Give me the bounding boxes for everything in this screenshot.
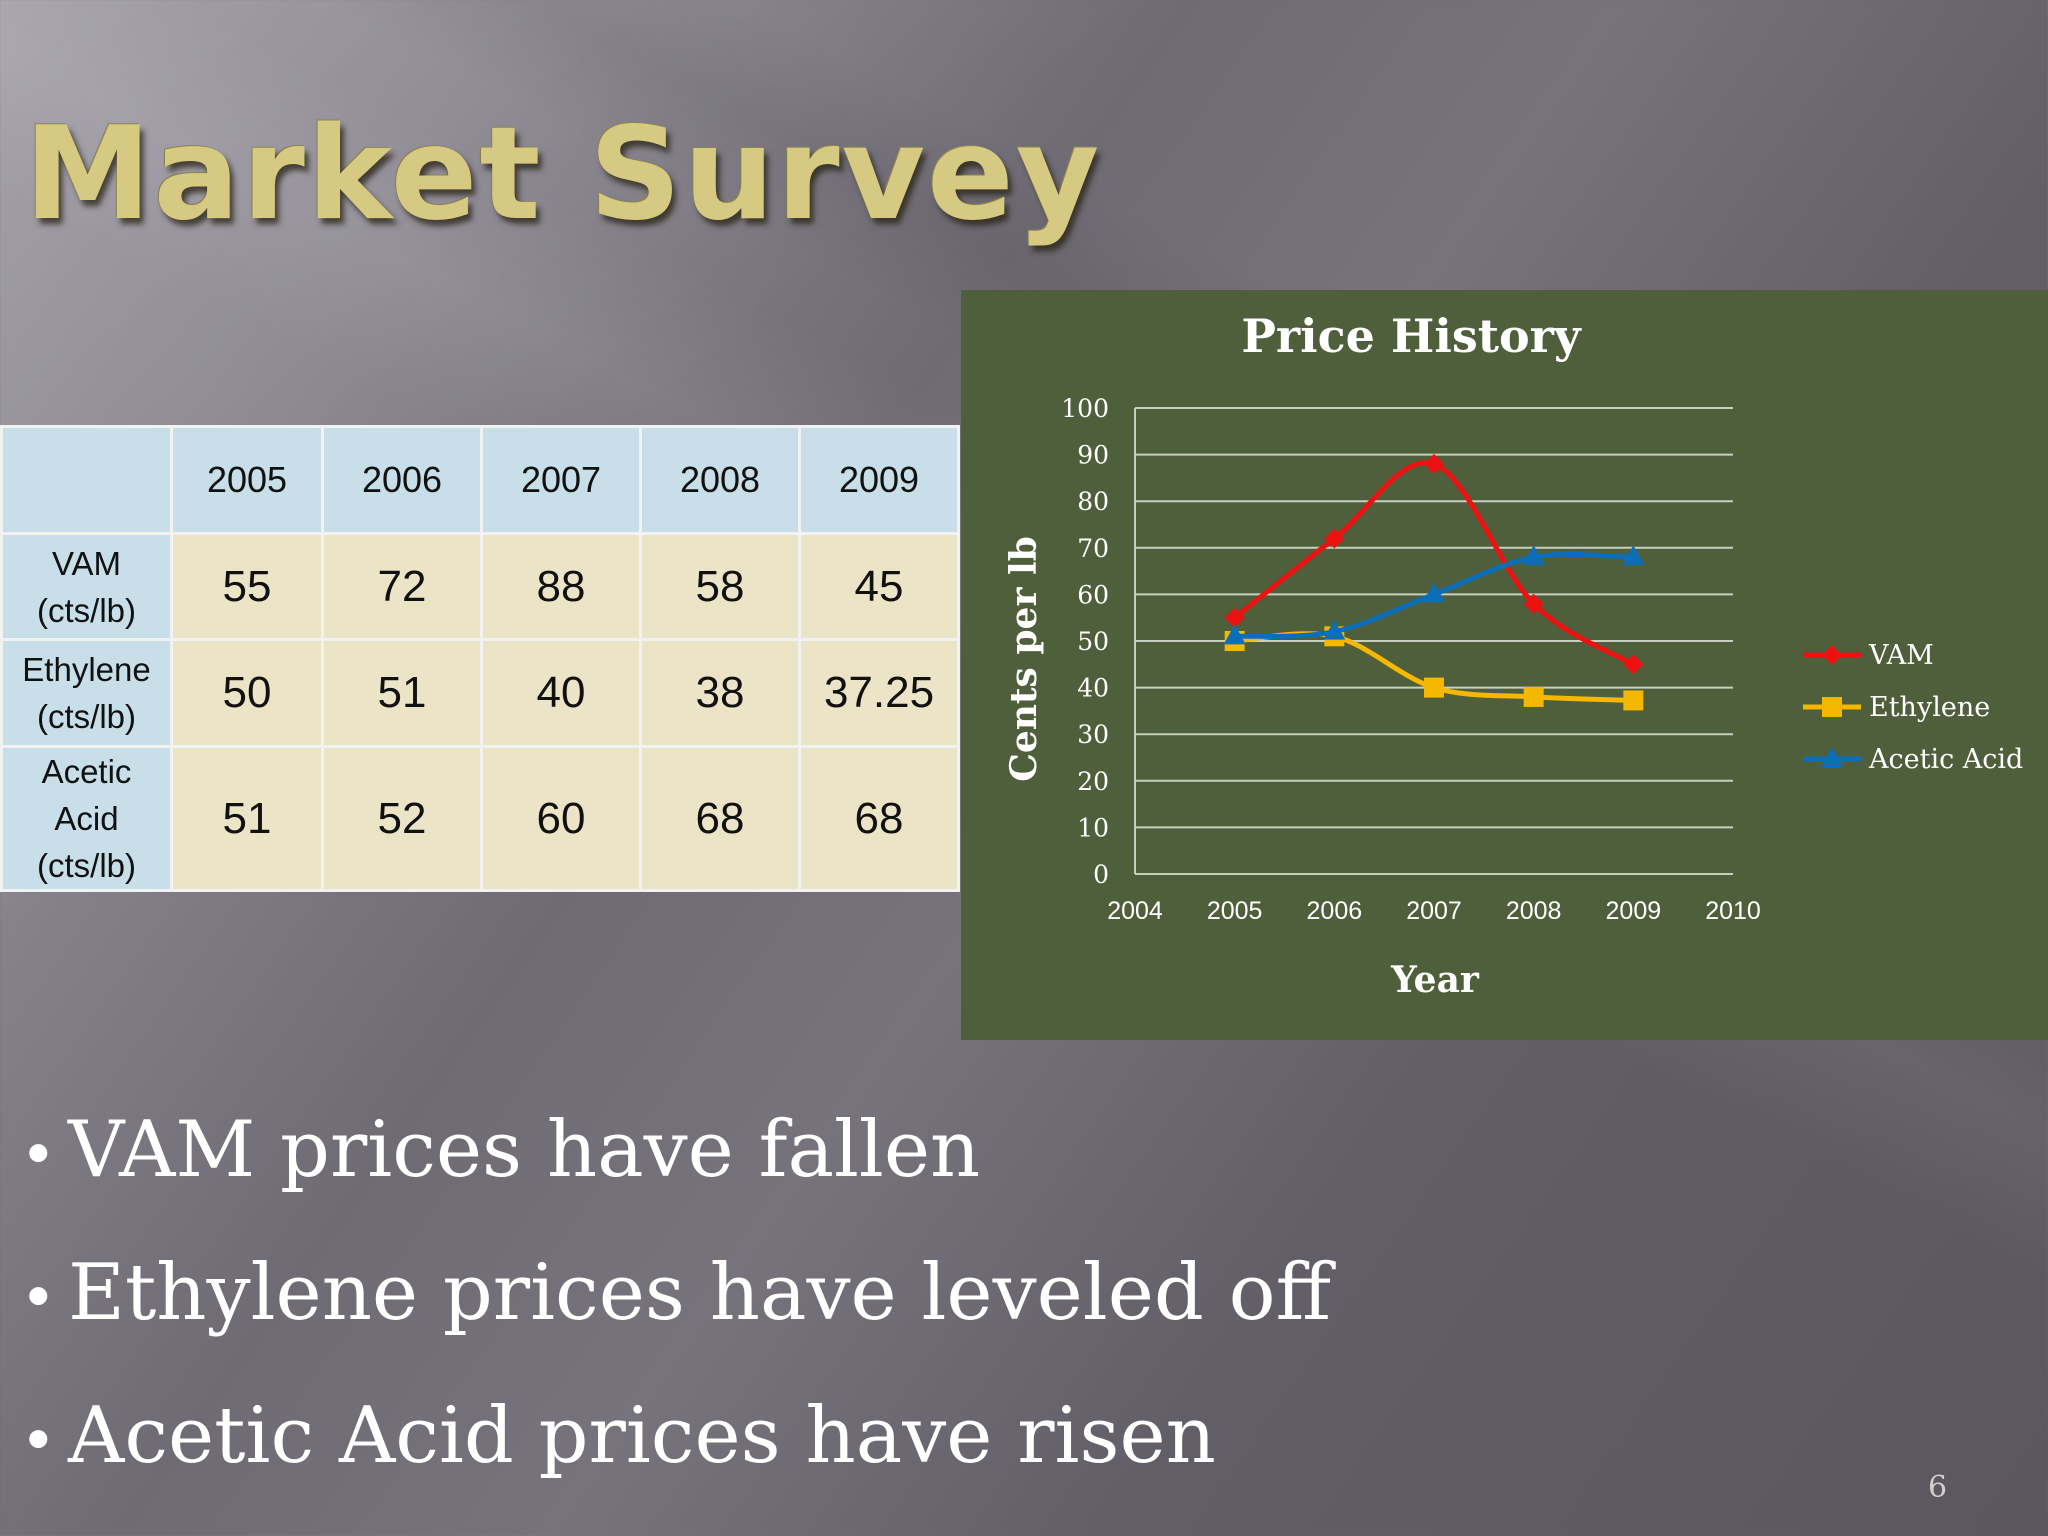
legend-label-vam: VAM [1868, 640, 1934, 671]
table-row: VAM (cts/lb) 55 72 88 58 45 [0, 532, 960, 641]
table-cell: 45 [798, 532, 960, 641]
table-row: Acetic Acid (cts/lb) 51 52 60 68 68 [0, 745, 960, 892]
y-tick-label: 30 [1077, 720, 1109, 749]
summary-bullets: • VAM prices have fallen • Ethylene prices… [20, 1090, 1331, 1519]
y-tick-labels: 0 10 20 30 40 50 60 70 80 90 100 [1061, 394, 1109, 889]
chart-canvas: Price History Year Cents per lb 0 10 20 30 4… [1003, 309, 2023, 1001]
table-cell: 68 [798, 745, 960, 892]
x-tick-label: 2004 [1107, 897, 1163, 925]
row-label-line: Ethylene [22, 651, 151, 688]
bullet-item: • VAM prices have fallen [20, 1090, 1331, 1233]
legend-label-acetic-acid: Acetic Acid [1868, 744, 2023, 775]
chart-legend: VAM Ethylene Acetic Acid [1803, 640, 2023, 775]
y-tick-label: 60 [1077, 580, 1109, 609]
table-row-label: Ethylene (cts/lb) [0, 638, 173, 748]
table-row: Ethylene (cts/lb) 50 51 40 38 37.25 [0, 638, 960, 748]
table-row-label: Acetic Acid (cts/lb) [0, 745, 173, 892]
table-header-cell: 2006 [321, 425, 483, 535]
table-header-cell: 2009 [798, 425, 960, 535]
x-tick-labels: 2004 2005 2006 2007 2008 2009 2010 [1107, 897, 1761, 925]
data-point-acetic-acid [1423, 582, 1445, 603]
bullet-item: • Acetic Acid prices have risen [20, 1376, 1331, 1519]
x-axis-title: Year [1390, 959, 1480, 1001]
bullet-text: VAM prices have fallen [68, 1105, 981, 1195]
row-label-line: (cts/lb) [37, 847, 136, 884]
table-cell: 51 [170, 745, 324, 892]
x-tick-label: 2005 [1207, 897, 1263, 925]
data-point-vam [1623, 654, 1644, 675]
table-header-cell: 2007 [480, 425, 642, 535]
slide-title: Market Survey [24, 100, 1102, 249]
bullet-text: Acetic Acid prices have risen [68, 1391, 1216, 1481]
x-tick-label: 2009 [1606, 897, 1662, 925]
table-cell: 50 [170, 638, 324, 748]
y-tick-label: 20 [1077, 767, 1109, 796]
data-point-ethylene [1424, 677, 1444, 698]
y-tick-label: 80 [1077, 487, 1109, 516]
table-cell: 58 [639, 532, 801, 641]
table-row-label: VAM (cts/lb) [0, 532, 173, 641]
table-cell: 38 [639, 638, 801, 748]
y-tick-label: 40 [1077, 674, 1109, 703]
y-tick-label: 0 [1093, 860, 1109, 889]
data-point-ethylene [1623, 690, 1644, 711]
page-number: 6 [1928, 1470, 1948, 1505]
data-point-vam [1324, 528, 1345, 549]
y-tick-label: 10 [1077, 813, 1109, 842]
table-header-row: 2005 2006 2007 2008 2009 [0, 425, 960, 535]
y-tick-label: 100 [1061, 394, 1109, 423]
y-tick-label: 50 [1077, 627, 1109, 656]
price-table: 2005 2006 2007 2008 2009 VAM (cts/lb) 55… [0, 425, 960, 892]
data-point-acetic-acid [1323, 619, 1346, 640]
table-cell: 68 [639, 745, 801, 892]
row-label-line: Acid [54, 800, 119, 837]
table-header-cell [0, 425, 173, 535]
table-cell: 88 [480, 532, 642, 641]
table-cell: 37.25 [798, 638, 960, 748]
table-header-cell: 2005 [170, 425, 324, 535]
legend-marker-ethylene [1822, 697, 1842, 717]
table-cell: 55 [170, 532, 324, 641]
x-tick-label: 2010 [1705, 897, 1761, 925]
row-label-line: (cts/lb) [37, 698, 136, 735]
x-tick-label: 2007 [1406, 897, 1462, 925]
data-point-acetic-acid [1522, 545, 1545, 566]
data-point-acetic-acid [1622, 545, 1645, 566]
bullet-item: • Ethylene prices have leveled off [20, 1233, 1331, 1376]
data-point-vam [1424, 453, 1444, 474]
table-cell: 40 [480, 638, 642, 748]
data-point-ethylene [1523, 686, 1544, 707]
chart-title: Price History [1241, 309, 1582, 363]
table-cell: 51 [321, 638, 483, 748]
data-point-vam [1224, 607, 1245, 628]
bullet-dot: • [20, 1118, 57, 1191]
y-tick-label: 70 [1077, 534, 1109, 563]
data-point-vam [1523, 593, 1544, 614]
y-tick-label: 90 [1077, 441, 1109, 470]
row-label-line: Acetic [41, 753, 132, 790]
data-series [1223, 453, 1645, 711]
y-axis-title: Cents per lb [1003, 536, 1045, 782]
table-header-cell: 2008 [639, 425, 801, 535]
legend-label-ethylene: Ethylene [1869, 692, 1990, 723]
bullet-dot: • [20, 1261, 57, 1334]
data-point-acetic-acid [1223, 624, 1246, 645]
legend-marker-acetic-acid [1821, 747, 1843, 767]
table-cell: 72 [321, 532, 483, 641]
bullet-dot: • [20, 1404, 57, 1477]
table-cell: 60 [480, 745, 642, 892]
row-label-line: (cts/lb) [37, 591, 136, 629]
x-tick-label: 2006 [1307, 897, 1363, 925]
price-history-chart: Price History Year Cents per lb 0 10 20 30 4… [961, 290, 2048, 1040]
table-cell: 52 [321, 745, 483, 892]
row-label-line: VAM [51, 544, 122, 582]
legend-marker-vam [1822, 645, 1842, 665]
bullet-text: Ethylene prices have leveled off [68, 1248, 1332, 1338]
x-tick-label: 2008 [1506, 897, 1562, 925]
